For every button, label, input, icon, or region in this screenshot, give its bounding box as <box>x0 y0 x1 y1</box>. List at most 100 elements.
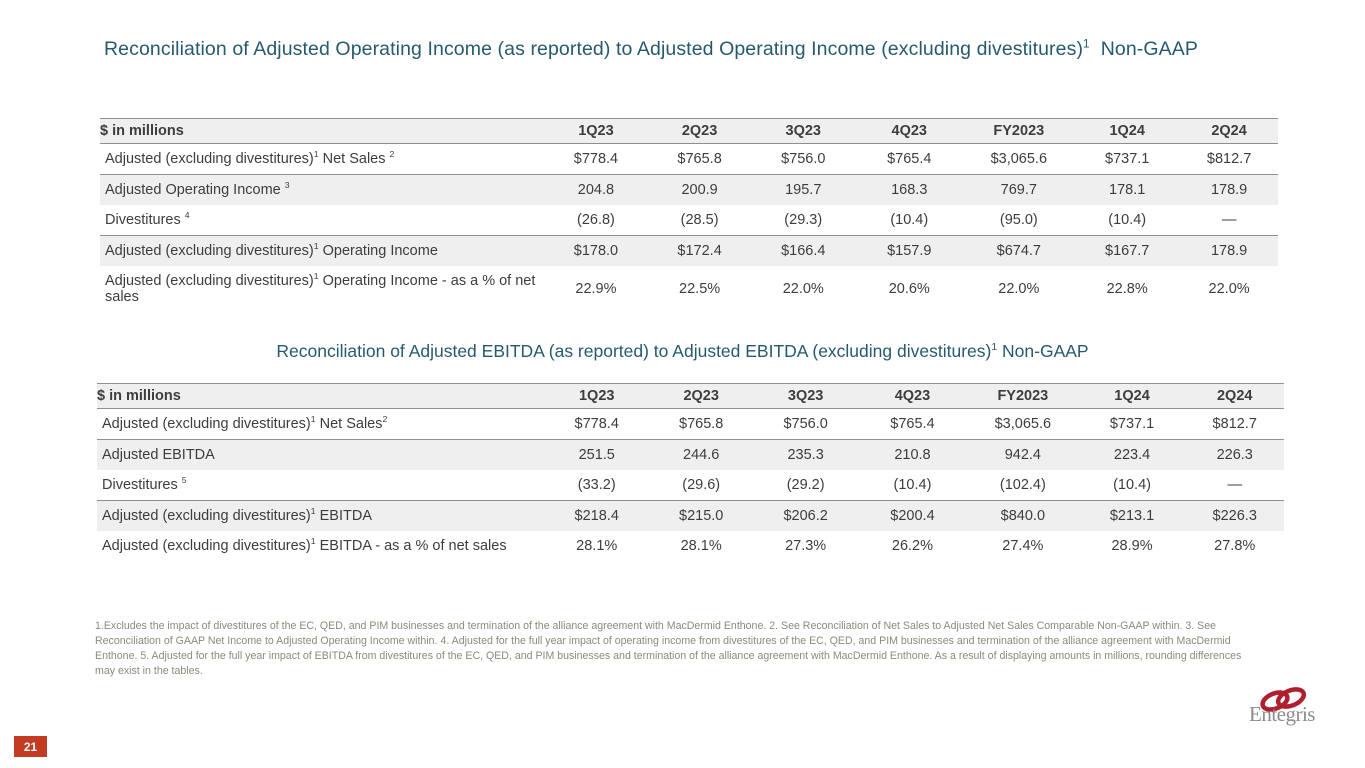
value-cell: 226.3 <box>1185 439 1284 470</box>
value-cell: (10.4) <box>1074 205 1181 236</box>
period-column-header: 1Q23 <box>544 383 649 409</box>
value-cell: (28.5) <box>647 205 752 236</box>
value-cell: $178.0 <box>544 235 648 266</box>
entegris-rings-icon <box>1260 687 1307 712</box>
value-cell: $737.1 <box>1078 408 1186 440</box>
entegris-logo: Entegris <box>1240 686 1324 732</box>
value-cell: 22.8% <box>1106 281 1148 297</box>
value-cell: — <box>1185 470 1284 501</box>
value-cell: $3,065.6 <box>963 143 1075 175</box>
table-row: Adjusted (excluding divestitures)1 Opera… <box>100 235 1278 266</box>
value-cell: 942.4 <box>967 439 1079 470</box>
table-row: Divestitures 5 (33.2) (29.6) (29.2) (10.4) (1… <box>97 470 1284 501</box>
row-label: Adjusted (excluding divestitures)1 Net S… <box>97 408 545 440</box>
period-column-header: 4Q23 <box>857 383 968 409</box>
row-label: Divestitures 5 <box>97 470 545 501</box>
table-header-row: $ in millions 1Q23 2Q23 3Q23 4Q23 FY2023 1Q24 2… <box>97 383 1284 409</box>
value-cell: 28.1% <box>576 538 618 554</box>
value-cell: 27.4% <box>1002 538 1044 554</box>
value-cell: (29.2) <box>753 470 858 501</box>
value-cell: $840.0 <box>967 500 1079 531</box>
period-column-header: 3Q23 <box>753 383 858 409</box>
value-cell: $215.0 <box>648 500 754 531</box>
row-label: Adjusted (excluding divestitures)1 Net S… <box>100 143 545 175</box>
value-cell: $812.7 <box>1185 408 1284 440</box>
value-cell: (33.2) <box>544 470 649 501</box>
value-cell: 28.9% <box>1111 538 1153 554</box>
row-label: Adjusted Operating Income 3 <box>100 174 545 205</box>
value-cell: 223.4 <box>1078 439 1186 470</box>
value-cell: $213.1 <box>1078 500 1186 531</box>
value-cell: 178.9 <box>1180 174 1278 205</box>
value-cell: (29.3) <box>751 205 856 236</box>
value-cell: (95.0) <box>963 205 1075 236</box>
value-cell: 210.8 <box>857 439 968 470</box>
value-cell: $674.7 <box>963 235 1075 266</box>
value-cell: $200.4 <box>857 500 968 531</box>
value-cell: (29.6) <box>648 470 754 501</box>
value-cell: (26.8) <box>544 205 648 236</box>
value-cell: $3,065.6 <box>967 408 1079 440</box>
units-label: $ in millions <box>100 118 545 144</box>
value-cell: (102.4) <box>967 470 1079 501</box>
row-label: Adjusted (excluding divestitures)1 EBITD… <box>97 500 545 531</box>
value-cell: 200.9 <box>647 174 752 205</box>
ebitda-reconciliation-table: $ in millions 1Q23 2Q23 3Q23 4Q23 FY2023 1Q24 2… <box>97 383 1284 561</box>
table-row: Adjusted (excluding divestitures)1 EBITD… <box>97 531 1284 561</box>
value-cell: (10.4) <box>1078 470 1186 501</box>
value-cell: 195.7 <box>751 174 856 205</box>
table-row: Adjusted (excluding divestitures)1 Net S… <box>100 143 1278 175</box>
value-cell: 20.6% <box>888 281 930 297</box>
value-cell: 204.8 <box>544 174 648 205</box>
value-cell: 27.3% <box>785 538 827 554</box>
row-label: Adjusted (excluding divestitures)1 Opera… <box>105 271 536 305</box>
value-cell: $778.4 <box>544 408 649 440</box>
table-row: Adjusted (excluding divestitures)1 Opera… <box>100 266 1278 312</box>
value-cell: $765.4 <box>857 408 968 440</box>
value-cell: 28.1% <box>680 538 722 554</box>
value-cell: (10.4) <box>857 470 968 501</box>
value-cell: $737.1 <box>1074 143 1181 175</box>
slide-title-ebitda: Reconciliation of Adjusted EBITDA (as re… <box>276 341 1089 361</box>
page-number-badge: 21 <box>14 736 47 757</box>
value-cell: 22.0% <box>998 281 1040 297</box>
value-cell: 178.9 <box>1180 235 1278 266</box>
table-row: Adjusted (excluding divestitures)1 Net S… <box>97 408 1284 440</box>
row-label: Adjusted EBITDA <box>97 439 545 470</box>
period-column-header: 1Q24 <box>1078 383 1186 409</box>
table-row: Divestitures 4 (26.8) (28.5) (29.3) (10.4) (9… <box>100 205 1278 236</box>
value-cell: $756.0 <box>753 408 858 440</box>
period-column-header: 1Q24 <box>1074 118 1181 144</box>
period-column-header: 2Q23 <box>647 118 752 144</box>
value-cell: $765.8 <box>647 143 752 175</box>
table-row: Adjusted (excluding divestitures)1 EBITD… <box>97 500 1284 531</box>
value-cell: $812.7 <box>1180 143 1278 175</box>
table-row: Adjusted EBITDA 251.5 244.6 235.3 210.8 942.4… <box>97 439 1284 470</box>
value-cell: 27.8% <box>1214 538 1256 554</box>
value-cell: 22.9% <box>575 281 617 297</box>
units-label: $ in millions <box>97 383 545 409</box>
value-cell: 22.0% <box>782 281 824 297</box>
value-cell: 769.7 <box>963 174 1075 205</box>
value-cell: 22.5% <box>679 281 721 297</box>
value-cell: $756.0 <box>751 143 856 175</box>
value-cell: $765.4 <box>855 143 964 175</box>
footnotes: 1.Excludes the impact of divestitures of… <box>95 620 1242 677</box>
value-cell: $218.4 <box>544 500 649 531</box>
value-cell: $778.4 <box>544 143 648 175</box>
row-label: Adjusted (excluding divestitures)1 EBITD… <box>102 536 507 554</box>
value-cell: 168.3 <box>855 174 964 205</box>
period-column-header: FY2023 <box>967 383 1079 409</box>
period-column-header: 2Q24 <box>1185 383 1284 409</box>
table-row: Adjusted Operating Income 3 204.8 200.9 195… <box>100 174 1278 205</box>
operating-income-reconciliation-table: $ in millions 1Q23 2Q23 3Q23 4Q23 FY2023 1Q24 2… <box>100 118 1278 312</box>
value-cell: 244.6 <box>648 439 754 470</box>
value-cell: (10.4) <box>855 205 964 236</box>
period-column-header: 1Q23 <box>544 118 648 144</box>
value-cell: $157.9 <box>855 235 964 266</box>
value-cell: 178.1 <box>1074 174 1181 205</box>
value-cell: $765.8 <box>648 408 754 440</box>
period-column-header: 2Q23 <box>648 383 754 409</box>
value-cell: $166.4 <box>751 235 856 266</box>
value-cell: 26.2% <box>891 538 934 554</box>
